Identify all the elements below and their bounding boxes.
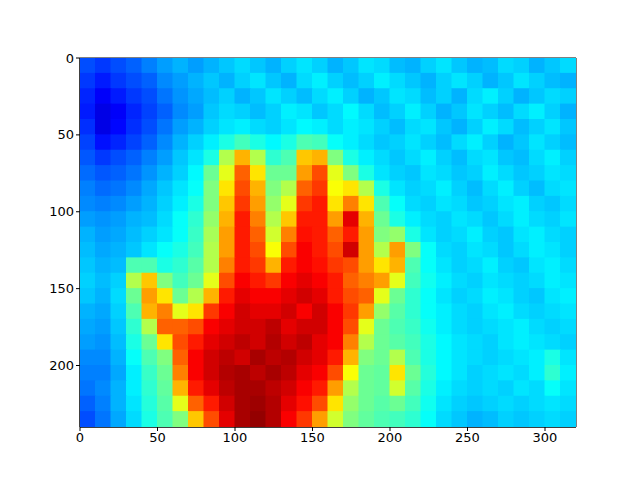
svg-text:50: 50 — [57, 127, 74, 142]
svg-text:0: 0 — [66, 51, 74, 66]
svg-text:150: 150 — [300, 430, 325, 445]
svg-text:300: 300 — [533, 430, 558, 445]
svg-text:100: 100 — [223, 430, 248, 445]
svg-text:50: 50 — [149, 430, 166, 445]
svg-text:200: 200 — [378, 430, 403, 445]
svg-text:100: 100 — [49, 204, 74, 219]
svg-text:250: 250 — [455, 430, 480, 445]
svg-text:0: 0 — [76, 430, 84, 445]
svg-text:200: 200 — [49, 358, 74, 373]
svg-text:150: 150 — [49, 281, 74, 296]
